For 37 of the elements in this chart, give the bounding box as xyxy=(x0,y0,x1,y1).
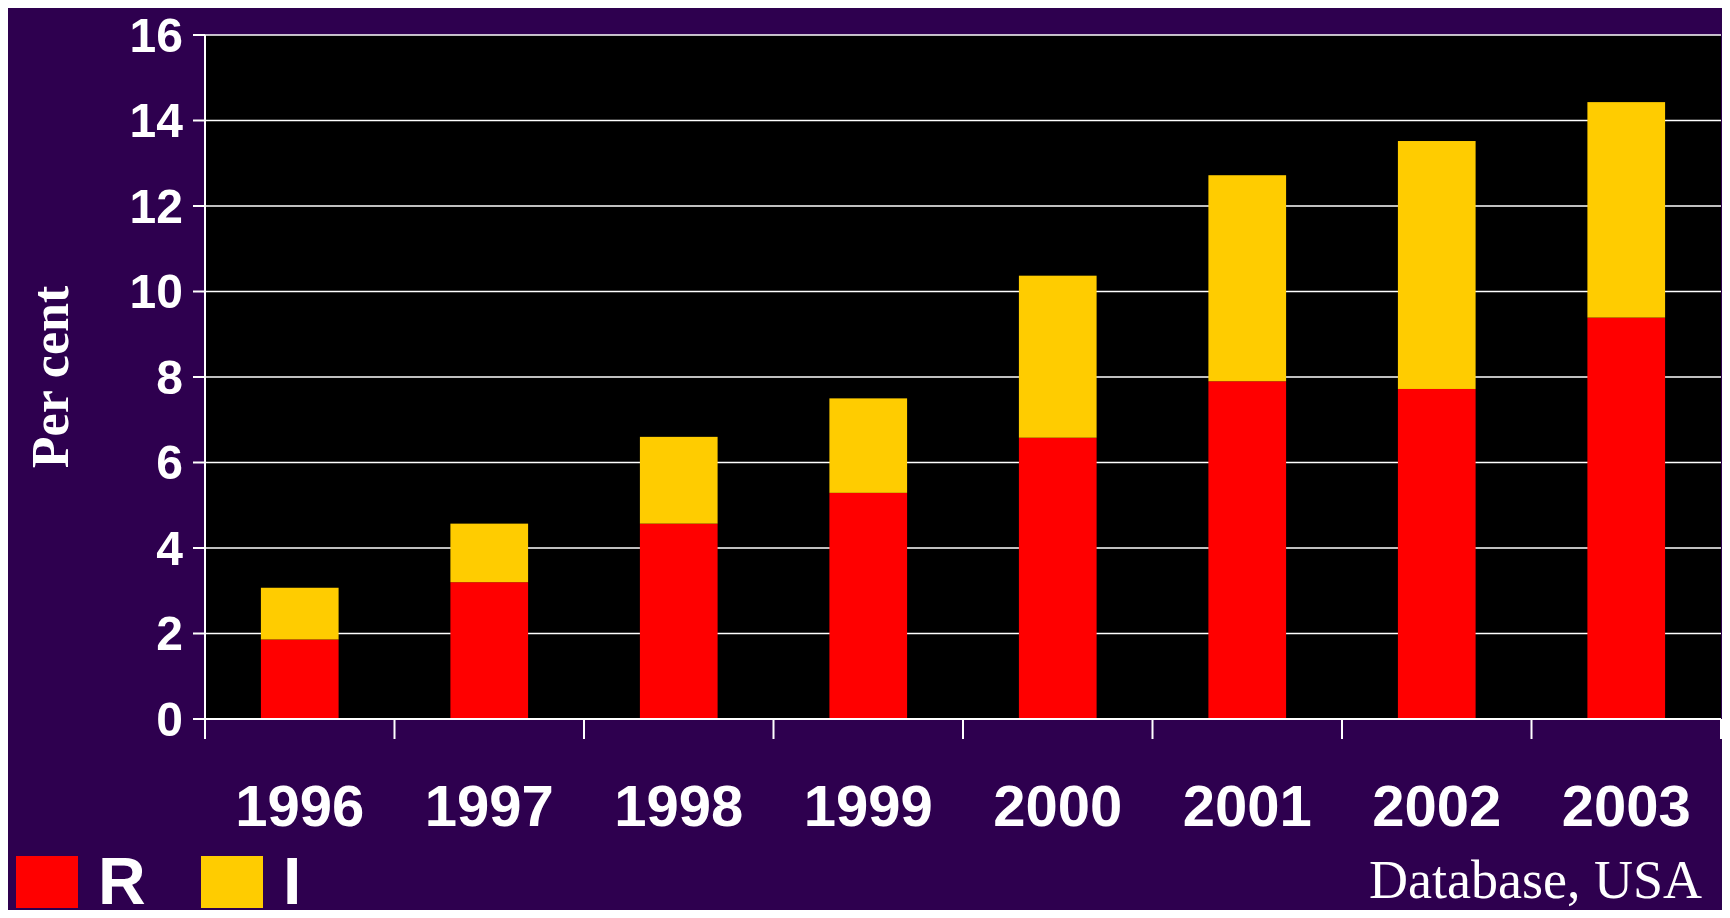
y-axis-title: Per cent xyxy=(22,285,79,469)
bar xyxy=(639,436,718,524)
bar xyxy=(450,582,529,719)
y-tick-label: 16 xyxy=(129,8,183,62)
bar xyxy=(829,398,908,493)
text: Database, USA xyxy=(1369,850,1702,910)
bar xyxy=(1587,102,1666,318)
y-tick-label: 2 xyxy=(156,607,183,661)
bar xyxy=(1208,381,1287,719)
legend-label: R xyxy=(98,844,146,918)
x-tick-label: 1997 xyxy=(424,773,554,838)
bar xyxy=(1397,388,1476,719)
y-tick-label: 0 xyxy=(156,692,183,746)
x-tick-label: 1999 xyxy=(803,773,933,838)
x-tick-label: 2002 xyxy=(1372,773,1502,838)
bar xyxy=(1208,175,1287,382)
x-tick-label: 1998 xyxy=(614,773,744,838)
bar xyxy=(639,523,718,719)
y-tick-label: 6 xyxy=(156,436,183,490)
bar xyxy=(1018,275,1097,438)
bar xyxy=(1587,317,1666,719)
y-tick-label: 14 xyxy=(129,94,184,148)
x-tick-label: 1996 xyxy=(235,773,365,838)
legend-label: I xyxy=(283,844,302,918)
y-tick-label: 8 xyxy=(156,350,183,404)
bar xyxy=(1397,141,1476,389)
x-tick-label: 2001 xyxy=(1182,773,1312,838)
bar xyxy=(260,639,339,719)
y-tick-label: 10 xyxy=(129,265,183,319)
bar xyxy=(260,587,339,640)
y-tick-label: 12 xyxy=(129,179,183,233)
y-tick-label: 4 xyxy=(156,521,184,575)
bar xyxy=(1018,437,1097,719)
bar xyxy=(450,523,529,583)
x-tick-label: 2000 xyxy=(993,773,1123,838)
bar xyxy=(829,492,908,719)
x-tick-label: 2003 xyxy=(1561,773,1691,838)
